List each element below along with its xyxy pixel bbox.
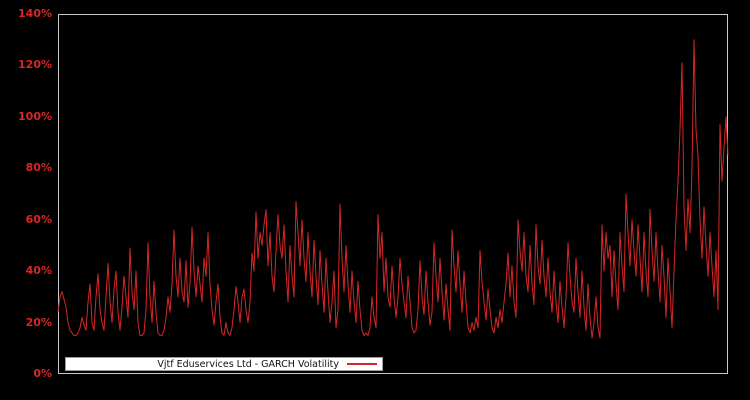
y-axis-tick-label: 80% (25, 161, 52, 175)
legend-line-swatch (347, 363, 377, 365)
y-axis-tick-label: 100% (18, 109, 52, 123)
y-axis-tick-label: 0% (33, 367, 52, 380)
y-axis-tick-label: 140% (18, 7, 52, 20)
y-axis: 0% 20% 40% 60% 80% 100% 120% 140% (0, 0, 54, 400)
y-axis-tick-label: 60% (25, 212, 52, 226)
y-axis-tick-label: 20% (25, 315, 52, 329)
legend: Vjtf Eduservices Ltd - GARCH Volatility (65, 357, 383, 371)
legend-label: Vjtf Eduservices Ltd - GARCH Volatility (157, 358, 339, 370)
y-axis-tick-label: 120% (18, 58, 52, 72)
y-axis-tick-label: 40% (25, 264, 52, 278)
plot-area (58, 14, 728, 374)
volatility-series-line (57, 39, 729, 339)
